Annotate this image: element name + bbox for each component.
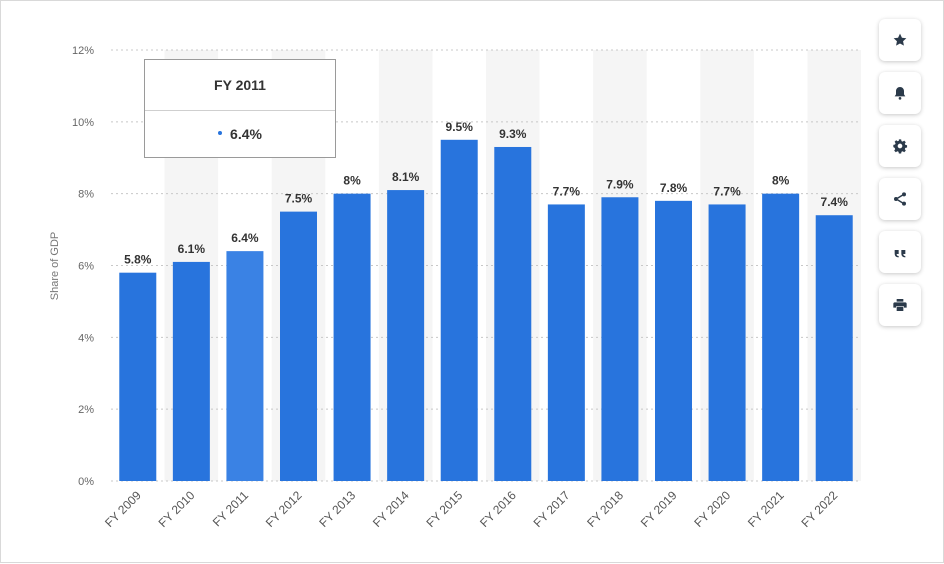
bar[interactable]	[280, 211, 317, 481]
bar[interactable]	[440, 139, 478, 481]
data-label: 6.4%	[231, 231, 259, 245]
bar[interactable]	[762, 193, 800, 481]
print-button[interactable]	[879, 284, 921, 326]
y-tick-label: 4%	[78, 332, 94, 344]
x-tick-label: FY 2011	[210, 488, 251, 529]
gear-icon	[893, 139, 908, 154]
share-button[interactable]	[879, 178, 921, 220]
star-icon	[893, 33, 907, 46]
data-label: 8%	[772, 174, 790, 188]
y-tick-label: 0%	[78, 476, 94, 488]
data-label: 7.5%	[285, 192, 313, 206]
x-tick-label: FY 2014	[370, 488, 412, 530]
data-label: 7.4%	[821, 195, 849, 209]
x-tick-label: FY 2015	[424, 488, 466, 530]
x-tick-label: FY 2017	[531, 488, 573, 530]
data-label: 9.3%	[499, 127, 527, 141]
chart-toolbar	[879, 19, 921, 337]
quote-icon	[894, 250, 906, 258]
x-tick-label: FY 2019	[638, 488, 680, 530]
bar[interactable]	[226, 251, 264, 481]
bar[interactable]	[387, 190, 425, 481]
x-tick-label: FY 2010	[156, 488, 198, 530]
x-tick-label: FY 2013	[316, 488, 358, 530]
data-label: 7.7%	[713, 184, 741, 198]
y-tick-label: 12%	[72, 45, 94, 57]
bars	[119, 139, 853, 482]
data-label: 7.8%	[660, 181, 688, 195]
settings-button[interactable]	[879, 125, 921, 167]
bar[interactable]	[172, 261, 210, 481]
x-tick-label: FY 2016	[477, 488, 519, 530]
series-dot-icon	[218, 131, 223, 136]
bar[interactable]	[547, 204, 585, 482]
x-tick-label: FY 2021	[745, 488, 787, 530]
bar[interactable]	[708, 204, 746, 482]
data-label: 8%	[343, 174, 361, 188]
y-tick-label: 2%	[78, 404, 94, 416]
y-tick-label: 8%	[78, 189, 94, 201]
data-labels: 5.8% 6.1% 6.4% 7.5% 8% 8.1% 9.5% 9.3% 7.7% 7.9% 7.…	[124, 120, 848, 267]
bar[interactable]	[655, 200, 692, 481]
category-labels: FY 2009 FY 2010 FY 2011 FY 2012 FY 2013 FY 20…	[102, 488, 840, 530]
data-label: 5.8%	[124, 253, 152, 267]
x-tick-label: FY 2022	[799, 488, 841, 530]
data-label: 6.1%	[178, 242, 206, 256]
bar[interactable]	[333, 193, 371, 481]
data-label: 9.5%	[446, 120, 474, 134]
tooltip: FY 2011 6.4%	[144, 59, 336, 158]
bar[interactable]	[815, 215, 853, 481]
tooltip-value: 6.4%	[230, 126, 262, 142]
x-tick-label: FY 2012	[263, 488, 305, 530]
bell-icon	[894, 87, 906, 100]
notification-button[interactable]	[879, 72, 921, 114]
printer-icon	[893, 299, 907, 311]
data-label: 7.7%	[553, 184, 581, 198]
y-tick-label: 10%	[72, 117, 94, 129]
favorite-button[interactable]	[879, 19, 921, 61]
cite-button[interactable]	[879, 231, 921, 273]
y-tick-label: 6%	[78, 261, 94, 273]
x-tick-label: FY 2009	[102, 488, 144, 530]
data-label: 7.9%	[606, 177, 634, 191]
bar[interactable]	[494, 146, 532, 481]
y-axis-label: Share of GDP	[49, 232, 61, 300]
data-label: 8.1%	[392, 170, 420, 184]
y-axis-ticks: 0% 2% 4% 6% 8% 10% 12%	[72, 45, 94, 488]
tooltip-title: FY 2011	[145, 60, 335, 111]
tooltip-value-row: 6.4%	[145, 111, 335, 158]
x-tick-label: FY 2020	[691, 488, 733, 530]
bar[interactable]	[119, 272, 157, 481]
bar[interactable]	[601, 197, 639, 481]
share-icon	[894, 192, 906, 206]
x-tick-label: FY 2018	[584, 488, 626, 530]
